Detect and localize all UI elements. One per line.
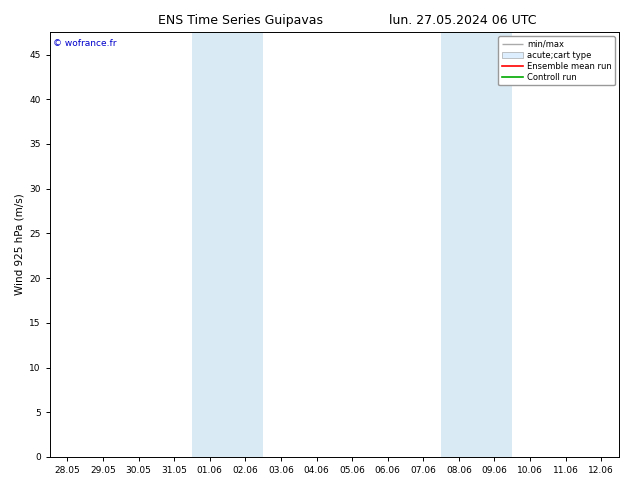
Legend: min/max, acute;cart type, Ensemble mean run, Controll run: min/max, acute;cart type, Ensemble mean … [498, 36, 615, 85]
Y-axis label: Wind 925 hPa (m/s): Wind 925 hPa (m/s) [15, 194, 25, 295]
Bar [477, 32, 512, 457]
Text: ENS Time Series Guipavas: ENS Time Series Guipavas [158, 14, 323, 27]
Bar [192, 32, 228, 457]
Bar [228, 32, 263, 457]
Bar [441, 32, 477, 457]
Text: lun. 27.05.2024 06 UTC: lun. 27.05.2024 06 UTC [389, 14, 536, 27]
Text: © wofrance.fr: © wofrance.fr [53, 39, 116, 48]
